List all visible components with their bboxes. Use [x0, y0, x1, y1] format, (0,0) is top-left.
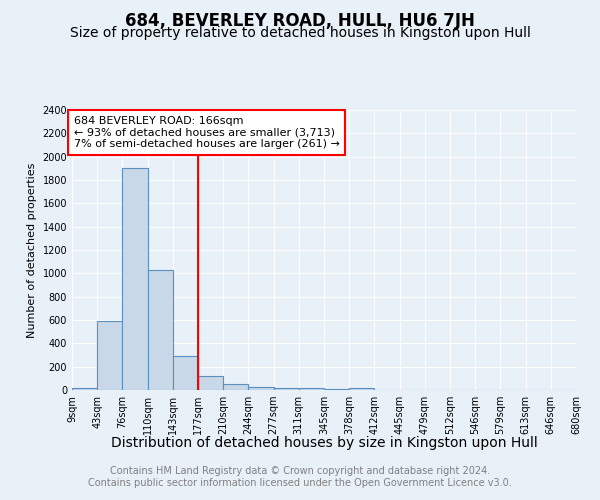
Text: Size of property relative to detached houses in Kingston upon Hull: Size of property relative to detached ho…: [70, 26, 530, 40]
Bar: [349, 388, 374, 390]
Text: Contains HM Land Registry data © Crown copyright and database right 2024.
Contai: Contains HM Land Registry data © Crown c…: [88, 466, 512, 487]
Bar: [122, 168, 148, 390]
Text: Distribution of detached houses by size in Kingston upon Hull: Distribution of detached houses by size …: [110, 436, 538, 450]
Bar: [223, 384, 248, 390]
Bar: [274, 388, 299, 390]
Text: 684, BEVERLEY ROAD, HULL, HU6 7JH: 684, BEVERLEY ROAD, HULL, HU6 7JH: [125, 12, 475, 30]
Bar: [299, 388, 324, 390]
Y-axis label: Number of detached properties: Number of detached properties: [27, 162, 37, 338]
Bar: [97, 321, 122, 390]
Bar: [248, 386, 274, 390]
Bar: [198, 376, 223, 390]
Bar: [148, 270, 173, 390]
Bar: [72, 388, 97, 390]
Bar: [173, 356, 198, 390]
Text: 684 BEVERLEY ROAD: 166sqm
← 93% of detached houses are smaller (3,713)
7% of sem: 684 BEVERLEY ROAD: 166sqm ← 93% of detac…: [74, 116, 340, 149]
